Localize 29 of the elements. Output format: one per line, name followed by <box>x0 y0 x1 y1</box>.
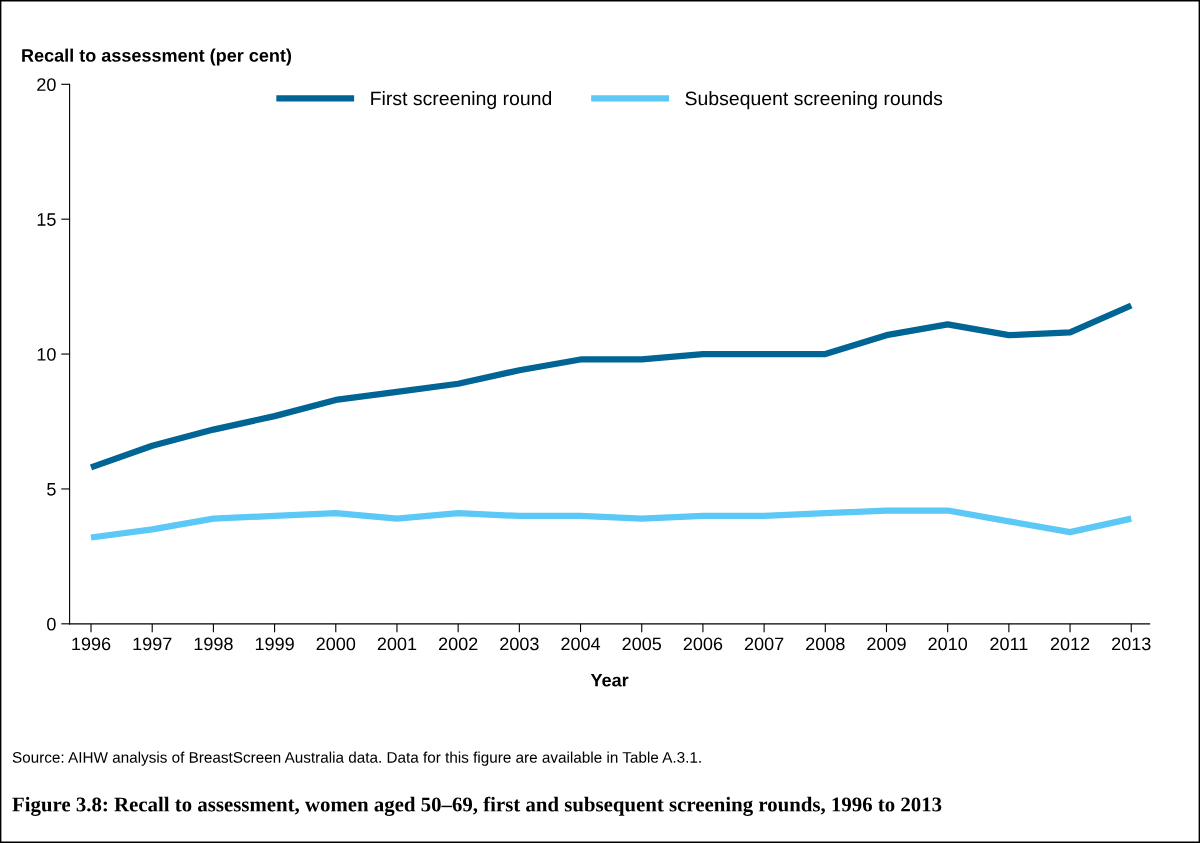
x-tick-label: 2012 <box>1050 637 1090 651</box>
x-tick-label: 2002 <box>438 637 478 651</box>
y-tick-label: 5 <box>47 483 56 496</box>
y-tick-label: 10 <box>37 347 56 361</box>
y-axis-title: Recall to assessment (per cent) <box>22 48 292 66</box>
source-note: Source: AIHW analysis of BreastScreen Australia data. Data for this figure are available in Table A.3.1. <box>12 751 701 766</box>
y-tick-label: 0 <box>47 617 56 631</box>
x-tick-label: 2010 <box>928 637 968 651</box>
x-tick-label: 2001 <box>377 637 417 651</box>
x-tick-label: 2007 <box>744 637 784 651</box>
x-tick-label: 2009 <box>867 637 906 651</box>
x-tick-label: 1999 <box>255 637 294 651</box>
legend-label: Subsequent screening rounds <box>685 91 943 110</box>
x-tick-label: 2008 <box>806 637 845 651</box>
x-tick-label: 2004 <box>561 637 601 651</box>
legend-label: First screening round <box>371 91 552 110</box>
x-tick-label: 1997 <box>133 637 172 651</box>
x-tick-label: 2005 <box>622 637 662 651</box>
x-tick-label: 2011 <box>990 637 1028 651</box>
y-tick-label: 15 <box>37 213 56 226</box>
x-tick-label: 2006 <box>683 637 723 651</box>
x-tick-label: 2013 <box>1112 637 1151 651</box>
x-tick-label: 1996 <box>72 637 111 651</box>
x-tick-label: 2003 <box>500 637 539 651</box>
x-tick-label: 2000 <box>316 637 356 651</box>
x-axis-title: Year <box>590 673 629 687</box>
y-tick-label: 20 <box>37 78 56 92</box>
x-tick-label: 1998 <box>194 637 233 651</box>
text: Figure 3.8: Recall to assessment, women aged 50–69, first and subsequent screening rounds, 1996 to 2013 <box>12 796 942 816</box>
